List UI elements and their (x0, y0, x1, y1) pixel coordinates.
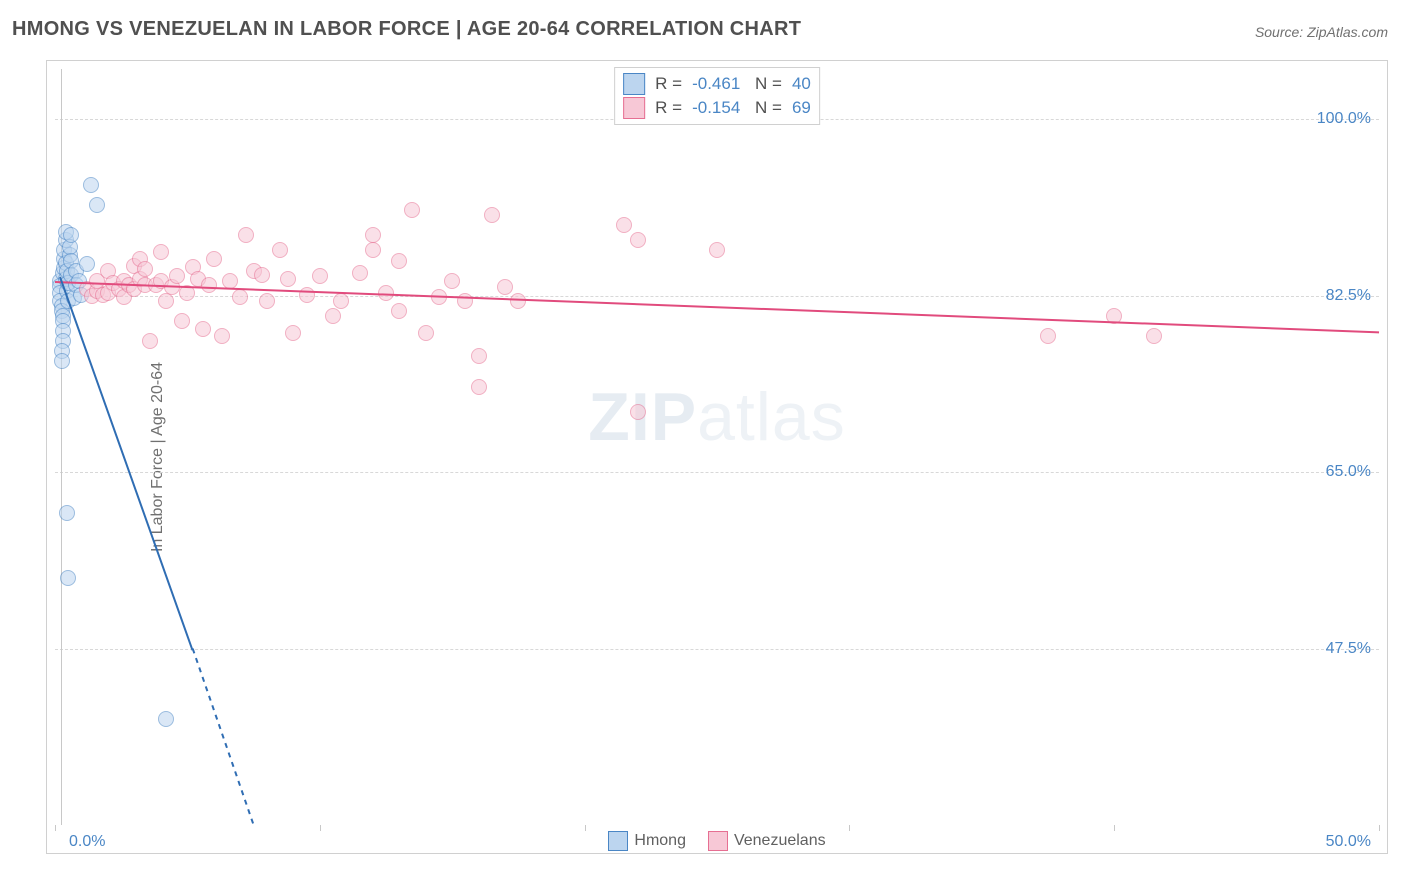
y-tick-label: 65.0% (1326, 463, 1371, 481)
marker-venezuelans (1146, 328, 1162, 344)
legend: Hmong Venezuelans (47, 831, 1387, 851)
marker-venezuelans (232, 289, 248, 305)
stats-row-venezuelans: R = -0.154 N = 69 (621, 96, 813, 120)
chart-container: HMONG VS VENEZUELAN IN LABOR FORCE | AGE… (0, 0, 1406, 892)
marker-venezuelans (352, 265, 368, 281)
marker-venezuelans (285, 325, 301, 341)
y-axis-line (61, 69, 62, 825)
marker-venezuelans (457, 293, 473, 309)
chart-title: HMONG VS VENEZUELAN IN LABOR FORCE | AGE… (12, 18, 801, 41)
legend-item-hmong: Hmong (608, 831, 686, 851)
marker-venezuelans (254, 267, 270, 283)
swatch-venezuelans (623, 97, 645, 119)
marker-venezuelans (325, 308, 341, 324)
marker-venezuelans (195, 321, 211, 337)
legend-item-venezuelans: Venezuelans (708, 831, 826, 851)
marker-venezuelans (158, 293, 174, 309)
marker-venezuelans (259, 293, 275, 309)
trend-line (59, 276, 193, 650)
stat-label-n: N = (750, 98, 782, 118)
marker-venezuelans (497, 279, 513, 295)
marker-venezuelans (153, 244, 169, 260)
marker-venezuelans (214, 328, 230, 344)
gridline (55, 296, 1379, 297)
marker-venezuelans (272, 242, 288, 258)
watermark: ZIPatlas (588, 378, 845, 456)
marker-venezuelans (169, 268, 185, 284)
trend-line-dashed (55, 69, 1379, 825)
marker-venezuelans (391, 303, 407, 319)
stat-n-hmong: 40 (792, 74, 811, 94)
stat-label-r: R = (655, 98, 682, 118)
marker-hmong (60, 570, 76, 586)
marker-venezuelans (444, 273, 460, 289)
marker-venezuelans (616, 217, 632, 233)
stat-label-r: R = (655, 74, 682, 94)
marker-hmong (54, 353, 70, 369)
plot-area: ZIPatlas 47.5%65.0%82.5%100.0%0.0%50.0% (55, 69, 1379, 825)
legend-label-venezuelans: Venezuelans (734, 832, 826, 850)
plot-frame: In Labor Force | Age 20-64 ZIPatlas 47.5… (46, 60, 1388, 854)
marker-hmong (59, 505, 75, 521)
marker-venezuelans (299, 287, 315, 303)
marker-venezuelans (1040, 328, 1056, 344)
marker-hmong (89, 197, 105, 213)
marker-venezuelans (418, 325, 434, 341)
stat-n-venezuelans: 69 (792, 98, 811, 118)
source-attribution: Source: ZipAtlas.com (1255, 24, 1388, 40)
marker-venezuelans (471, 379, 487, 395)
marker-venezuelans (174, 313, 190, 329)
marker-venezuelans (630, 232, 646, 248)
marker-venezuelans (206, 251, 222, 267)
stat-label-n: N = (750, 74, 782, 94)
marker-venezuelans (365, 227, 381, 243)
marker-venezuelans (391, 253, 407, 269)
marker-venezuelans (484, 207, 500, 223)
swatch-hmong (623, 73, 645, 95)
marker-venezuelans (238, 227, 254, 243)
correlation-stats-box: R = -0.461 N = 40 R = -0.154 N = 69 (614, 67, 820, 125)
y-tick-label: 47.5% (1326, 640, 1371, 658)
legend-swatch-hmong (608, 831, 628, 851)
gridline (55, 472, 1379, 473)
y-tick-label: 82.5% (1326, 287, 1371, 305)
stat-r-venezuelans: -0.154 (692, 98, 740, 118)
marker-venezuelans (137, 261, 153, 277)
marker-venezuelans (280, 271, 296, 287)
legend-swatch-venezuelans (708, 831, 728, 851)
marker-hmong (63, 227, 79, 243)
stat-r-hmong: -0.461 (692, 74, 740, 94)
marker-venezuelans (201, 277, 217, 293)
marker-venezuelans (709, 242, 725, 258)
trend-line (55, 281, 1379, 333)
marker-venezuelans (365, 242, 381, 258)
marker-venezuelans (404, 202, 420, 218)
marker-venezuelans (333, 293, 349, 309)
marker-venezuelans (471, 348, 487, 364)
marker-hmong (83, 177, 99, 193)
marker-hmong (158, 711, 174, 727)
marker-venezuelans (312, 268, 328, 284)
y-tick-label: 100.0% (1317, 110, 1371, 128)
legend-label-hmong: Hmong (634, 832, 686, 850)
marker-venezuelans (142, 333, 158, 349)
marker-hmong (79, 256, 95, 272)
watermark-b: atlas (697, 379, 846, 455)
gridline (55, 649, 1379, 650)
marker-venezuelans (630, 404, 646, 420)
stats-row-hmong: R = -0.461 N = 40 (621, 72, 813, 96)
marker-venezuelans (222, 273, 238, 289)
